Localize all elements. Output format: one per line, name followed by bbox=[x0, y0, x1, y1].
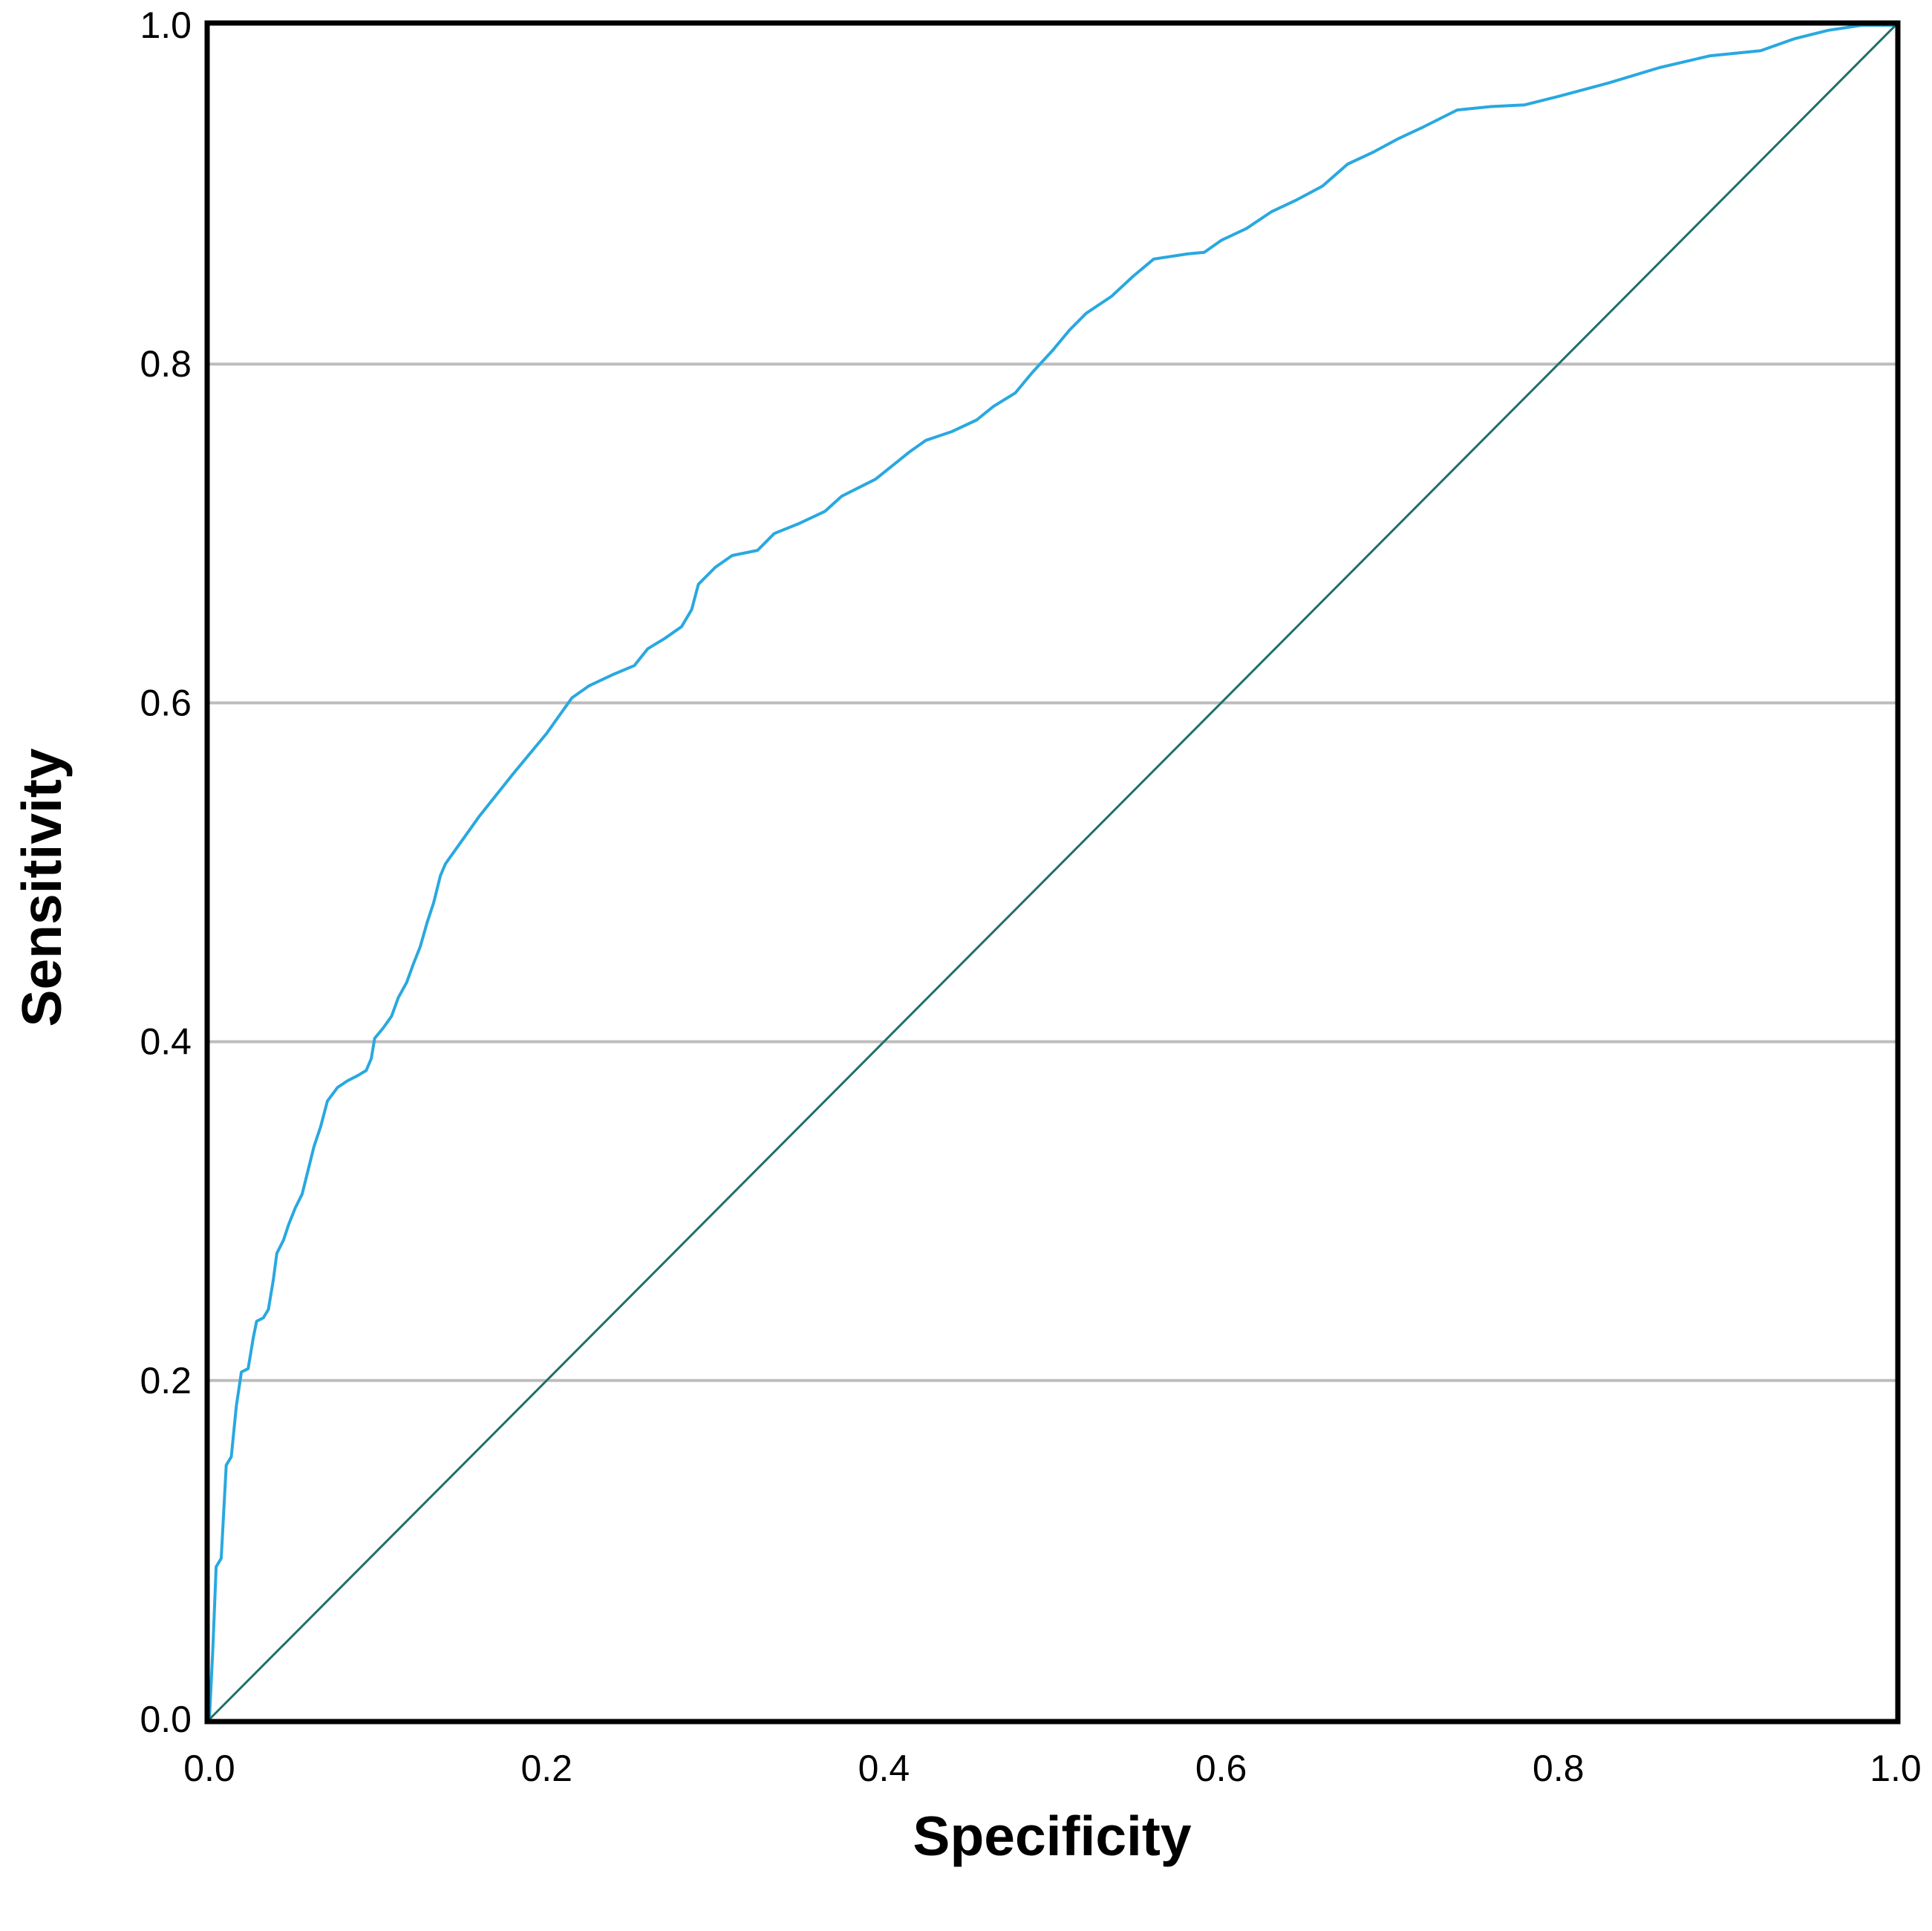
plot-frame bbox=[204, 20, 1901, 1725]
series-layer bbox=[208, 24, 1897, 1721]
y-tick-label: 0.8 bbox=[140, 343, 192, 385]
x-tick-label: 0.4 bbox=[858, 1748, 910, 1789]
x-tick-label: 0.0 bbox=[183, 1748, 235, 1789]
x-tick-label: 0.6 bbox=[1195, 1748, 1247, 1789]
x-axis-title: Specificity bbox=[913, 1805, 1191, 1867]
y-tick-label: 0.6 bbox=[140, 682, 192, 723]
x-tick-label: 0.8 bbox=[1533, 1748, 1585, 1789]
x-tick-label: 0.2 bbox=[520, 1748, 572, 1789]
gridlines bbox=[209, 362, 1896, 1382]
y-tick-label: 1.0 bbox=[140, 4, 192, 46]
y-tick-label: 0.0 bbox=[140, 1699, 192, 1740]
x-tick-label: 1.0 bbox=[1870, 1748, 1922, 1789]
x-tick-labels: 0.0 0.2 0.4 0.6 0.8 1.0 bbox=[183, 1748, 1922, 1789]
roc-curve-line bbox=[208, 24, 1896, 1720]
y-tick-label: 0.2 bbox=[140, 1360, 192, 1401]
y-axis-title: Sensitivity bbox=[10, 748, 73, 1026]
y-tick-label: 0.4 bbox=[140, 1021, 192, 1063]
y-tick-labels: 0.0 0.2 0.4 0.6 0.8 1.0 bbox=[140, 4, 192, 1740]
reference-diagonal-line bbox=[208, 24, 1897, 1721]
